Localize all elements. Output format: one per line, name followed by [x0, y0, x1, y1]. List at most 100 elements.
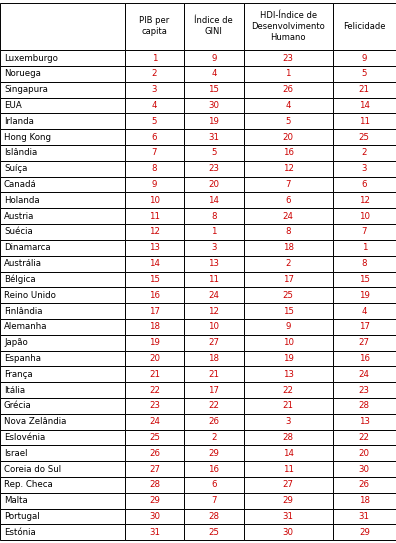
Text: 4: 4 — [152, 101, 157, 110]
Bar — [125, 82, 184, 98]
Bar — [184, 461, 244, 477]
Bar — [0, 3, 125, 50]
Text: 12: 12 — [208, 307, 219, 315]
Bar — [0, 192, 125, 209]
Text: 22: 22 — [208, 401, 219, 411]
Text: 31: 31 — [149, 528, 160, 537]
Text: 10: 10 — [283, 338, 293, 347]
Text: 3: 3 — [286, 417, 291, 426]
Bar — [125, 50, 184, 66]
Text: Índice de
GINI: Índice de GINI — [194, 16, 233, 36]
Text: Hong Kong: Hong Kong — [4, 132, 51, 142]
Text: Grécia: Grécia — [4, 401, 32, 411]
Text: 3: 3 — [152, 85, 157, 94]
Text: Islândia: Islândia — [4, 148, 37, 157]
Bar — [244, 161, 333, 176]
Text: 12: 12 — [359, 196, 370, 205]
Bar — [244, 382, 333, 398]
Bar — [244, 430, 333, 445]
Bar — [184, 161, 244, 176]
Bar — [244, 209, 333, 224]
Bar — [125, 430, 184, 445]
Text: 27: 27 — [149, 465, 160, 473]
Bar — [0, 509, 125, 525]
Bar — [0, 398, 125, 414]
Bar — [125, 113, 184, 129]
Bar — [184, 3, 244, 50]
Text: 22: 22 — [149, 386, 160, 395]
Bar — [333, 50, 396, 66]
Text: 20: 20 — [208, 180, 219, 189]
Bar — [184, 66, 244, 82]
Text: 16: 16 — [283, 148, 293, 157]
Text: França: França — [4, 370, 32, 379]
Text: 12: 12 — [149, 228, 160, 236]
Text: 2: 2 — [286, 259, 291, 268]
Bar — [184, 209, 244, 224]
Text: 17: 17 — [208, 386, 219, 395]
Text: 6: 6 — [286, 196, 291, 205]
Bar — [0, 493, 125, 509]
Text: Alemanha: Alemanha — [4, 323, 48, 331]
Text: 26: 26 — [208, 417, 219, 426]
Bar — [333, 445, 396, 461]
Text: 5: 5 — [211, 148, 217, 157]
Text: Felicidade: Felicidade — [343, 22, 386, 31]
Bar — [184, 351, 244, 367]
Text: 17: 17 — [359, 323, 370, 331]
Bar — [125, 398, 184, 414]
Text: 24: 24 — [208, 291, 219, 300]
Bar — [244, 414, 333, 430]
Text: Holanda: Holanda — [4, 196, 40, 205]
Bar — [184, 414, 244, 430]
Bar — [184, 224, 244, 240]
Bar — [0, 382, 125, 398]
Bar — [0, 477, 125, 493]
Bar — [244, 461, 333, 477]
Bar — [184, 256, 244, 272]
Bar — [125, 272, 184, 287]
Bar — [244, 240, 333, 256]
Text: 15: 15 — [208, 85, 219, 94]
Text: 8: 8 — [211, 212, 217, 220]
Text: Bélgica: Bélgica — [4, 275, 36, 284]
Text: 1: 1 — [362, 243, 367, 252]
Bar — [333, 303, 396, 319]
Bar — [333, 224, 396, 240]
Text: 25: 25 — [208, 528, 219, 537]
Text: 14: 14 — [283, 449, 293, 458]
Text: 18: 18 — [359, 496, 370, 505]
Bar — [244, 129, 333, 145]
Bar — [184, 240, 244, 256]
Bar — [333, 82, 396, 98]
Text: 21: 21 — [149, 370, 160, 379]
Text: 23: 23 — [359, 386, 370, 395]
Bar — [184, 113, 244, 129]
Bar — [333, 3, 396, 50]
Text: 13: 13 — [359, 417, 370, 426]
Bar — [244, 66, 333, 82]
Text: Israel: Israel — [4, 449, 27, 458]
Bar — [0, 367, 125, 382]
Bar — [0, 176, 125, 192]
Text: 16: 16 — [359, 354, 370, 363]
Bar — [333, 398, 396, 414]
Bar — [184, 192, 244, 209]
Text: 3: 3 — [362, 164, 367, 173]
Text: 1: 1 — [286, 70, 291, 78]
Bar — [125, 525, 184, 540]
Bar — [244, 192, 333, 209]
Bar — [0, 351, 125, 367]
Text: 5: 5 — [286, 117, 291, 126]
Bar — [244, 113, 333, 129]
Bar — [0, 334, 125, 351]
Text: Irlanda: Irlanda — [4, 117, 34, 126]
Bar — [333, 525, 396, 540]
Bar — [333, 176, 396, 192]
Text: 7: 7 — [362, 228, 367, 236]
Text: 5: 5 — [362, 70, 367, 78]
Bar — [125, 334, 184, 351]
Text: 19: 19 — [149, 338, 160, 347]
Bar — [184, 398, 244, 414]
Bar — [0, 525, 125, 540]
